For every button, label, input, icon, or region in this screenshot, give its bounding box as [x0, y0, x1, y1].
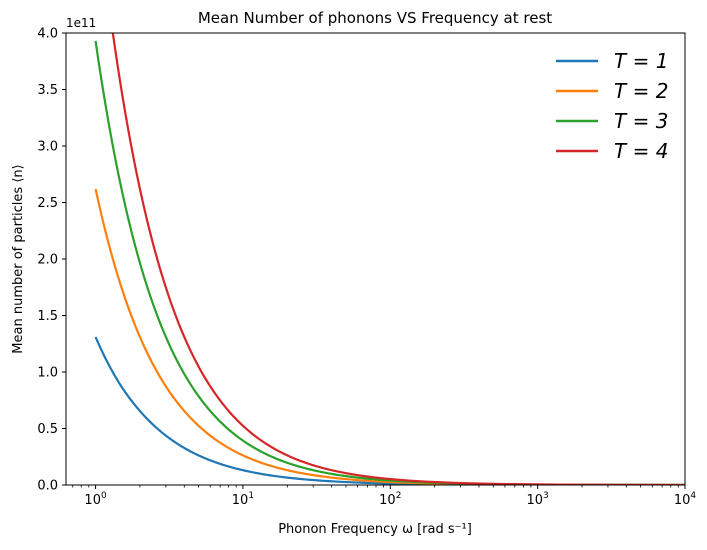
- legend: T = 1 T = 2 T = 3 T = 4: [556, 49, 668, 163]
- x-tick-label: 103: [527, 491, 549, 508]
- y-offset-label: 1e11: [66, 16, 96, 30]
- legend-label: T = 3: [614, 109, 668, 133]
- plot-area: [94, 33, 685, 485]
- x-tick-label: 102: [379, 491, 401, 508]
- series-line-4: [111, 33, 685, 485]
- y-tick-label: 3.0: [37, 140, 58, 155]
- plot-frame: [65, 32, 686, 486]
- y-tick-label: 0.5: [37, 422, 58, 437]
- y-tick-label: 2.5: [37, 196, 58, 211]
- series-line-3: [94, 40, 685, 485]
- legend-label: T = 1: [614, 49, 668, 73]
- y-tick-label: 4.0: [37, 27, 58, 42]
- y-tick-label: 2.0: [37, 253, 58, 268]
- y-tick-label: 3.5: [37, 83, 58, 98]
- y-tick-label: 1.0: [37, 366, 58, 381]
- legend-label: T = 4: [614, 139, 668, 163]
- chart-title: Mean Number of phonons VS Frequency at r…: [198, 9, 552, 27]
- x-tick-label: 104: [674, 491, 697, 508]
- y-tick-label: 0.0: [37, 479, 58, 494]
- axes: 0.0 0.5 1.0 1.5 2.0 2.5 3.0 3.5 4.0 100 101 102 103 1…: [37, 27, 696, 509]
- legend-label: T = 2: [614, 79, 668, 103]
- x-tick-label: 100: [84, 491, 107, 508]
- y-axis-label: Mean number of particles ⟨n⟩: [11, 164, 26, 353]
- x-tick-label: 101: [232, 491, 254, 508]
- y-tick-label: 1.5: [37, 309, 58, 324]
- x-axis-label: Phonon Frequency ω [rad s⁻¹]: [278, 522, 472, 537]
